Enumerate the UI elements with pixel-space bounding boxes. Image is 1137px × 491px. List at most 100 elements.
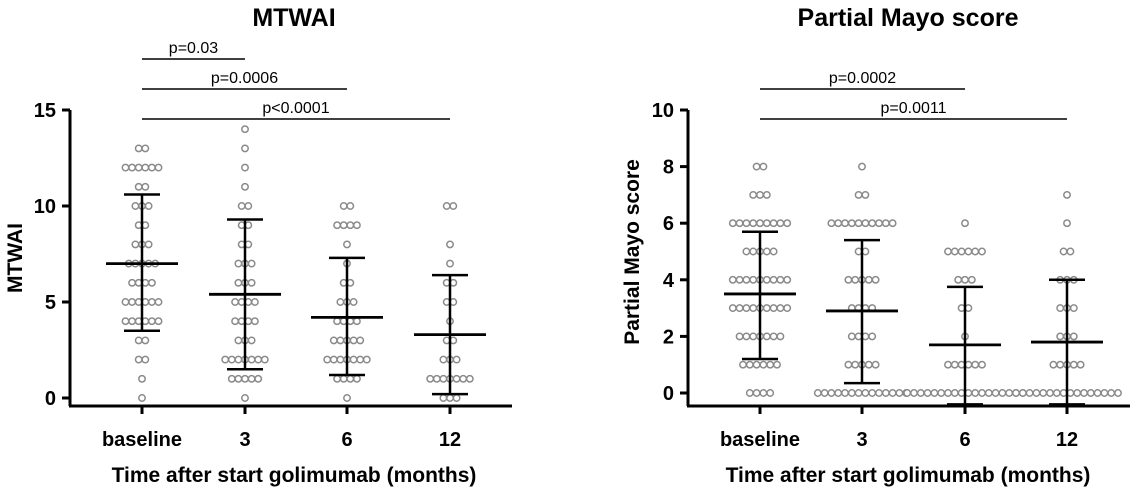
data-point bbox=[881, 219, 890, 228]
data-point bbox=[766, 389, 775, 397]
x-tick-label: 12 bbox=[439, 429, 461, 451]
data-point bbox=[1056, 304, 1065, 313]
data-point bbox=[336, 298, 345, 306]
data-point bbox=[944, 247, 952, 256]
chart-title: MTWAI bbox=[252, 4, 335, 32]
data-point bbox=[356, 336, 365, 345]
data-point bbox=[234, 259, 243, 268]
data-point bbox=[134, 355, 143, 364]
data-point bbox=[1063, 190, 1071, 199]
data-point bbox=[864, 275, 873, 284]
data-point bbox=[745, 360, 754, 369]
data-point bbox=[735, 332, 744, 341]
data-point bbox=[756, 219, 764, 228]
chart-mtwai: MTWAI MTWAI Time after start golimumab (… bbox=[4, 4, 512, 487]
data-point bbox=[241, 374, 249, 383]
data-point bbox=[227, 355, 236, 364]
data-point bbox=[881, 389, 890, 397]
data-point bbox=[827, 389, 836, 397]
data-point bbox=[776, 304, 785, 313]
data-point bbox=[1093, 389, 1102, 397]
data-point bbox=[728, 275, 737, 284]
data-point bbox=[954, 275, 963, 284]
data-point bbox=[1069, 304, 1078, 313]
data-point bbox=[250, 317, 259, 326]
data-point bbox=[237, 202, 246, 210]
data-point bbox=[147, 317, 156, 326]
data-point bbox=[352, 221, 361, 230]
data-point bbox=[432, 374, 441, 383]
x-tick-label: 3 bbox=[239, 429, 250, 451]
data-point bbox=[241, 394, 249, 402]
data-point bbox=[752, 360, 761, 369]
data-point bbox=[769, 247, 778, 256]
data-point bbox=[851, 360, 860, 369]
data-point bbox=[260, 355, 269, 364]
data-point bbox=[752, 162, 761, 171]
data-point bbox=[923, 389, 932, 397]
data-point bbox=[759, 389, 768, 397]
data-point bbox=[452, 374, 461, 383]
data-point bbox=[241, 125, 249, 134]
data-point bbox=[323, 355, 332, 364]
data-point bbox=[776, 332, 785, 341]
data-point bbox=[446, 259, 454, 268]
x-tick-label: 12 bbox=[1056, 429, 1078, 451]
data-point bbox=[343, 394, 351, 402]
data-point bbox=[910, 389, 918, 397]
data-point bbox=[131, 240, 140, 249]
data-point bbox=[854, 190, 863, 199]
data-point bbox=[783, 275, 792, 284]
p-value-label: p=0.0006 bbox=[211, 70, 278, 87]
data-point bbox=[834, 219, 843, 228]
data-point bbox=[128, 298, 137, 306]
data-point bbox=[346, 202, 355, 210]
y-tick-label: 6 bbox=[663, 213, 674, 235]
data-point bbox=[998, 389, 1007, 397]
data-point bbox=[329, 355, 338, 364]
data-point bbox=[1066, 247, 1075, 256]
data-point bbox=[735, 275, 744, 284]
data-point bbox=[861, 219, 870, 228]
y-tick-label: 2 bbox=[663, 326, 674, 348]
data-point bbox=[333, 374, 342, 383]
data-point bbox=[728, 219, 737, 228]
x-tick-label: 3 bbox=[856, 429, 867, 451]
data-point bbox=[950, 389, 959, 397]
data-point bbox=[762, 247, 771, 256]
data-point bbox=[1018, 389, 1027, 397]
data-point bbox=[459, 374, 468, 383]
data-point bbox=[446, 394, 454, 402]
data-point bbox=[783, 219, 792, 228]
data-point bbox=[742, 275, 751, 284]
data-point bbox=[141, 355, 150, 364]
data-point bbox=[349, 336, 358, 345]
data-point bbox=[861, 389, 870, 397]
data-point bbox=[773, 360, 781, 369]
data-point bbox=[250, 298, 259, 306]
data-point bbox=[147, 298, 156, 306]
data-point bbox=[141, 182, 150, 191]
data-point bbox=[888, 219, 897, 228]
data-point bbox=[144, 202, 153, 210]
data-point bbox=[978, 360, 986, 369]
p-value-label: p=0.0002 bbox=[829, 70, 896, 87]
data-point bbox=[227, 374, 236, 383]
data-point bbox=[776, 275, 785, 284]
chart-partial-mayo: Partial Mayo score Partial Mayo score Ti… bbox=[621, 4, 1130, 487]
data-point bbox=[1005, 389, 1014, 397]
data-point bbox=[247, 355, 256, 364]
data-point bbox=[930, 389, 939, 397]
data-point bbox=[134, 144, 143, 153]
data-point bbox=[961, 219, 969, 228]
data-point bbox=[875, 219, 883, 228]
data-point bbox=[147, 278, 156, 287]
data-point bbox=[1114, 389, 1122, 397]
y-tick-label: 10 bbox=[34, 196, 56, 218]
data-point bbox=[742, 332, 751, 341]
y-tick-label: 10 bbox=[652, 100, 674, 122]
data-point bbox=[333, 221, 342, 230]
data-point bbox=[128, 163, 137, 172]
data-point bbox=[971, 247, 980, 256]
